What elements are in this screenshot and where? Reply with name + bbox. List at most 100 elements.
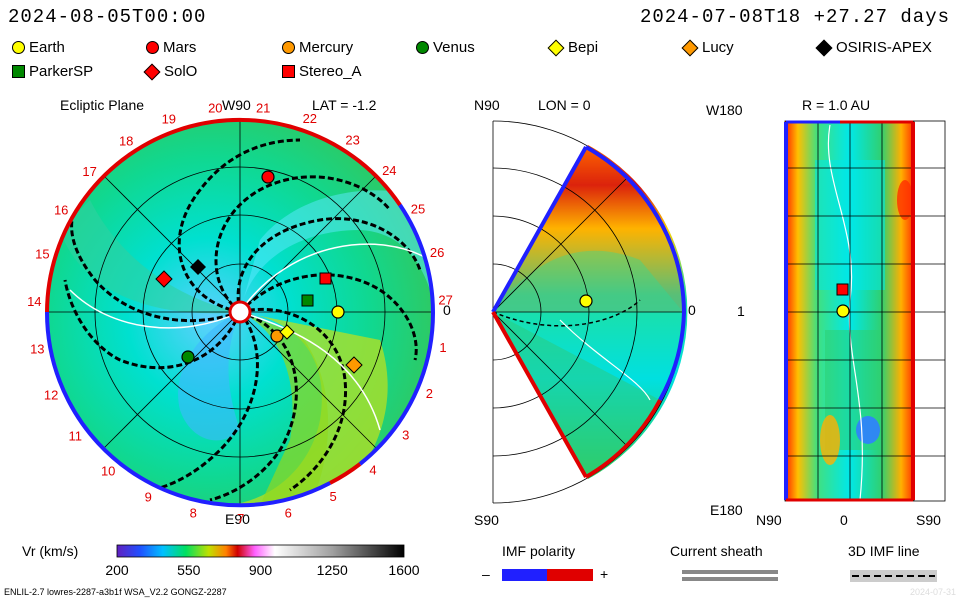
imf-minus-label: – xyxy=(482,566,490,582)
carrington-tick: 26 xyxy=(430,245,444,260)
panel1-bottom-label: E90 xyxy=(225,511,250,527)
carrington-tick: 9 xyxy=(145,489,152,504)
panel3-top-label: W180 xyxy=(706,102,743,118)
legend-label: OSIRIS-APEX xyxy=(836,39,932,56)
legend-label: SolO xyxy=(164,63,198,80)
carrington-tick: 11 xyxy=(68,429,82,444)
imf-plus-label: + xyxy=(600,566,609,582)
carrington-tick: 18 xyxy=(119,133,133,148)
carrington-tick: 10 xyxy=(101,463,115,478)
colorbar-tick-label: 1600 xyxy=(388,562,420,578)
carrington-tick: 3 xyxy=(402,427,409,442)
panel2-top-label: N90 xyxy=(474,97,500,113)
legend-label: Mercury xyxy=(299,39,354,56)
imf-line-swatch xyxy=(850,570,937,582)
legend-item-solo: SolO xyxy=(143,63,198,80)
carrington-tick: 22 xyxy=(303,111,317,126)
legend-item-lucy: Lucy xyxy=(681,39,734,56)
panel2-lon-label: LON = 0 xyxy=(538,97,591,113)
carrington-tick: 12 xyxy=(44,387,58,402)
osiris-apex-marker xyxy=(190,259,206,275)
carrington-tick: 2 xyxy=(426,386,433,401)
carrington-tick: 20 xyxy=(208,101,222,116)
solo-marker xyxy=(155,270,173,288)
colorbar-label: Vr (km/s) xyxy=(22,543,79,559)
carrington-tick: 6 xyxy=(285,505,292,520)
panel2-right-label: 0 xyxy=(688,302,696,318)
panel3-x-right: S90 xyxy=(916,512,941,528)
colorbar-tick-label: 900 xyxy=(248,562,273,578)
carrington-tick: 13 xyxy=(30,342,44,357)
panel1-top-label: W90 xyxy=(222,97,251,113)
legend-label: Bepi xyxy=(568,39,599,56)
carrington-tick: 23 xyxy=(345,133,359,148)
carrington-tick: 14 xyxy=(27,294,41,309)
carrington-tick: 17 xyxy=(82,164,96,179)
imf-positive-swatch xyxy=(547,569,593,581)
panel1-right-label: 0 xyxy=(443,302,451,318)
carrington-tick: 21 xyxy=(256,100,270,115)
carrington-tick: 16 xyxy=(54,203,68,218)
carrington-tick: 1 xyxy=(439,340,446,355)
meridional-plane-map xyxy=(491,120,688,504)
legend-item-osiris-apex: OSIRIS-APEX xyxy=(815,39,932,56)
carrington-tick-labels: 20 21222324252627123456789101112131415161… xyxy=(27,100,453,526)
run-start-time: 2024-07-08T18 +27.27 days xyxy=(639,6,950,28)
colorbar-tick-label: 550 xyxy=(177,562,201,578)
colorbar-tick-label: 1250 xyxy=(316,562,348,578)
model-time: 2024-08-05T00:00 xyxy=(8,6,207,28)
venus-marker xyxy=(181,350,195,364)
footer-date: 2024-07-31 xyxy=(909,587,956,597)
legend-label: Venus xyxy=(433,39,475,56)
legend-label: Mars xyxy=(163,39,197,56)
parkersp-marker xyxy=(301,294,314,307)
carrington-tick: 25 xyxy=(411,201,425,216)
panel3-mid-label: 1 xyxy=(737,303,745,319)
mars-marker xyxy=(261,170,275,184)
longitude-map xyxy=(784,120,946,502)
carrington-tick: 24 xyxy=(382,163,396,178)
carrington-tick: 15 xyxy=(35,247,49,262)
circle-icon xyxy=(146,41,159,54)
velocity-colorbar xyxy=(116,544,405,558)
carrington-tick: 7 xyxy=(237,511,244,526)
panel1-lat-label: LAT = -1.2 xyxy=(312,97,377,113)
square-icon xyxy=(282,65,295,78)
legend-label: Stereo_A xyxy=(299,63,362,80)
legend-item-parkersp: ParkerSP xyxy=(12,63,93,80)
earth-marker-meridional xyxy=(579,294,593,308)
carrington-tick: 8 xyxy=(190,506,197,521)
imf-line-title: 3D IMF line xyxy=(848,543,920,559)
earth-marker xyxy=(331,305,345,319)
stereo-a-marker-lon xyxy=(836,283,849,296)
panel1-title: Ecliptic Plane xyxy=(60,97,145,113)
ecliptic-plane-map xyxy=(44,118,436,508)
legend-label: Earth xyxy=(29,39,65,56)
legend-label: ParkerSP xyxy=(29,63,94,80)
legend-item-mercury: Mercury xyxy=(282,39,353,56)
panel3-x-mid: 0 xyxy=(840,512,848,528)
imf-negative-swatch xyxy=(502,569,547,581)
legend-item-mars: Mars xyxy=(146,39,196,56)
colorbar-tick-label: 200 xyxy=(105,562,129,578)
carrington-tick: 19 xyxy=(162,112,176,127)
panel3-bottom-label: E180 xyxy=(710,502,743,518)
legend-item-earth: Earth xyxy=(12,39,65,56)
carrington-tick: 5 xyxy=(329,489,336,504)
legend-item-bepi: Bepi xyxy=(547,39,599,56)
panel2-bottom-label: S90 xyxy=(474,512,499,528)
circle-icon xyxy=(416,41,429,54)
bepi-marker xyxy=(279,324,295,340)
footer-run-info: ENLIL-2.7 lowres-2287-a3b1f WSA_V2.2 GON… xyxy=(4,587,227,597)
panel3-r-label: R = 1.0 AU xyxy=(802,97,871,113)
carrington-tick: 4 xyxy=(369,462,376,477)
lucy-marker xyxy=(345,356,363,374)
legend-label: Lucy xyxy=(702,39,734,56)
earth-marker-lon xyxy=(836,304,850,318)
circle-icon xyxy=(12,41,25,54)
mercury-marker xyxy=(270,329,284,343)
current-sheath-title: Current sheath xyxy=(670,543,763,559)
imf-polarity-title: IMF polarity xyxy=(502,543,576,559)
square-icon xyxy=(12,65,25,78)
